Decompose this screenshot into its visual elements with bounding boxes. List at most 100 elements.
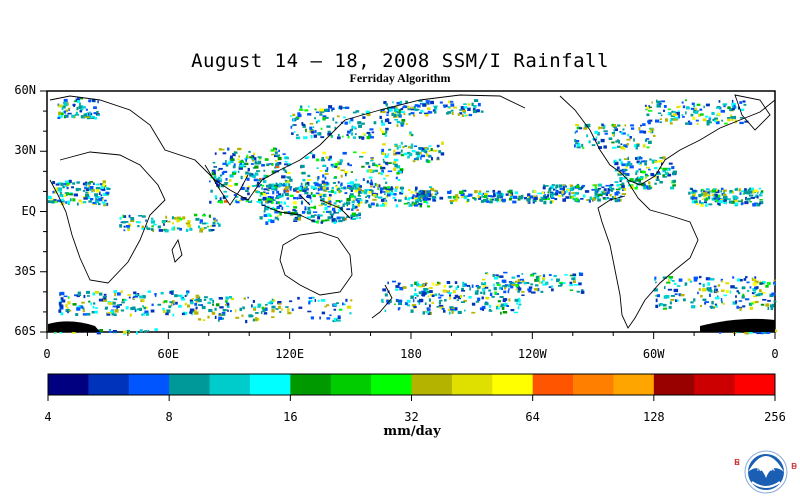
rain-cell: [601, 123, 604, 127]
rain-cell: [436, 192, 439, 194]
rain-cell: [342, 151, 347, 155]
rain-cell: [528, 289, 532, 293]
rain-cell: [648, 130, 652, 133]
rain-cell: [187, 304, 190, 308]
rain-cell: [163, 223, 165, 226]
rain-cell: [361, 189, 364, 192]
rain-cell: [281, 206, 284, 210]
logo-letter: P: [791, 462, 797, 471]
rain-cell: [293, 218, 297, 221]
rain-cell: [327, 182, 330, 186]
rain-cell: [322, 186, 327, 190]
rain-cell: [361, 122, 365, 125]
rain-cell: [633, 138, 635, 142]
rain-cell: [654, 176, 657, 179]
rain-cell: [555, 192, 559, 196]
rain-cell: [310, 135, 313, 139]
rain-cell: [305, 188, 309, 191]
rain-cell: [738, 188, 741, 192]
rain-cell: [345, 187, 347, 190]
rain-cell: [639, 163, 642, 166]
rain-cell: [224, 304, 227, 306]
rain-cell: [355, 110, 360, 113]
rain-cell: [408, 197, 413, 199]
rain-cell: [497, 300, 501, 303]
rain-cell: [419, 204, 422, 208]
rain-cell: [382, 203, 385, 207]
rain-cell: [634, 144, 637, 148]
rain-cell: [419, 112, 423, 114]
rain-cell: [300, 201, 303, 205]
rain-cell: [215, 196, 218, 200]
rain-cell: [219, 306, 224, 309]
rain-cell: [264, 158, 269, 161]
rain-cell: [620, 179, 622, 182]
rain-cell: [662, 167, 668, 171]
rain-cell: [559, 188, 564, 191]
rain-cell: [491, 295, 495, 298]
rain-cell: [448, 292, 452, 295]
rain-cell: [670, 295, 675, 297]
rain-cell: [384, 309, 387, 313]
rain-cell: [275, 165, 280, 168]
rain-cell: [310, 192, 313, 196]
rain-cell: [171, 293, 174, 295]
rain-cell: [708, 116, 711, 119]
rain-cell: [582, 147, 585, 149]
rain-cell: [480, 291, 483, 294]
rain-cell: [722, 200, 724, 203]
rain-cell: [709, 190, 711, 193]
rain-cell: [274, 166, 277, 169]
rain-cell: [575, 142, 579, 145]
rain-cell: [515, 284, 519, 288]
rain-cell: [138, 215, 143, 217]
rain-cell: [331, 109, 333, 112]
rain-cell: [627, 133, 630, 137]
rain-cell: [638, 168, 642, 171]
rain-cell: [154, 293, 157, 296]
rain-cell: [438, 304, 444, 307]
rain-cell: [142, 295, 146, 299]
rain-cell: [371, 158, 374, 160]
rain-cell: [318, 214, 323, 217]
rain-cell: [223, 190, 227, 193]
rain-cell: [356, 199, 360, 203]
rain-cell: [297, 113, 302, 118]
rain-cell: [60, 182, 64, 186]
rain-cell: [230, 155, 233, 158]
rain-cell: [319, 170, 323, 172]
rain-cell: [348, 120, 351, 124]
rain-cell: [63, 98, 68, 103]
rain-cell: [723, 198, 726, 201]
rain-cell: [639, 156, 642, 159]
rain-cell: [414, 189, 417, 192]
rain-cell: [322, 164, 327, 167]
rain-cell: [326, 317, 331, 320]
rain-cell: [301, 124, 306, 126]
rain-cell: [407, 105, 410, 109]
rain-cell: [337, 319, 341, 322]
rain-cell: [742, 293, 745, 297]
rain-cell: [691, 191, 696, 194]
rain-cell: [336, 302, 339, 304]
rain-cell: [199, 219, 203, 223]
rain-cell: [85, 116, 90, 118]
rain-cell: [427, 308, 431, 311]
rain-cell: [58, 189, 62, 193]
rain-cell: [73, 103, 75, 107]
rain-cell: [163, 300, 168, 303]
rain-cell: [321, 157, 325, 160]
rain-cell: [420, 195, 423, 199]
rain-cell: [243, 162, 246, 165]
rain-cell: [238, 155, 241, 158]
rain-cell: [392, 193, 397, 196]
rain-cell: [439, 196, 444, 200]
rain-cell: [563, 184, 566, 186]
rain-cell: [359, 136, 361, 139]
rain-cell: [328, 200, 332, 204]
rain-cell: [573, 284, 579, 286]
rain-cell: [626, 143, 629, 146]
rain-cell: [372, 198, 377, 201]
rain-cell: [625, 165, 628, 169]
rain-cell: [494, 291, 497, 295]
